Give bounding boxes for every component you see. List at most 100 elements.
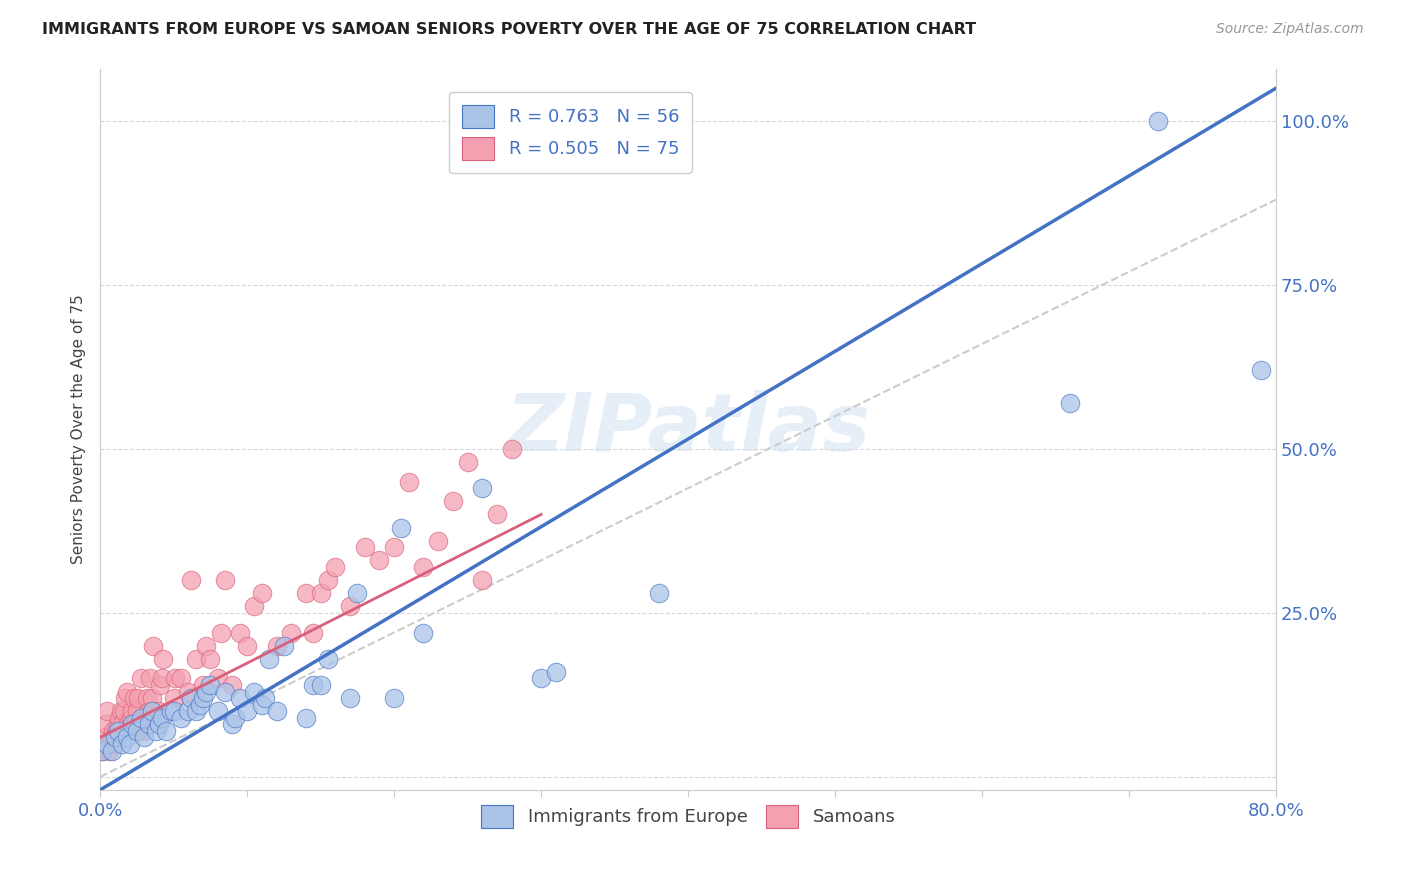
Point bbox=[485, 508, 508, 522]
Point bbox=[94, 717, 117, 731]
Point bbox=[295, 586, 318, 600]
Point bbox=[457, 455, 479, 469]
Point bbox=[200, 652, 222, 666]
Point bbox=[346, 586, 368, 600]
Point bbox=[177, 704, 200, 718]
Point bbox=[224, 711, 246, 725]
Point bbox=[368, 553, 391, 567]
Point bbox=[134, 723, 156, 738]
Point bbox=[111, 717, 134, 731]
Point bbox=[138, 704, 160, 718]
Point bbox=[471, 573, 494, 587]
Point bbox=[229, 691, 252, 706]
Legend: Immigrants from Europe, Samoans: Immigrants from Europe, Samoans bbox=[474, 797, 903, 835]
Point bbox=[135, 711, 157, 725]
Point bbox=[110, 704, 132, 718]
Point bbox=[295, 711, 318, 725]
Point bbox=[162, 691, 184, 706]
Point bbox=[112, 704, 135, 718]
Point bbox=[118, 737, 141, 751]
Point bbox=[97, 743, 120, 757]
Point bbox=[96, 704, 118, 718]
Point bbox=[266, 639, 288, 653]
Point bbox=[115, 731, 138, 745]
Point bbox=[207, 672, 229, 686]
Point bbox=[427, 533, 450, 548]
Point bbox=[207, 704, 229, 718]
Point bbox=[273, 639, 295, 653]
Point bbox=[114, 691, 136, 706]
Point bbox=[111, 737, 134, 751]
Point bbox=[128, 717, 150, 731]
Point bbox=[1059, 396, 1081, 410]
Point bbox=[129, 711, 152, 725]
Point bbox=[150, 711, 173, 725]
Point bbox=[323, 560, 346, 574]
Point bbox=[108, 711, 131, 725]
Point bbox=[191, 678, 214, 692]
Point bbox=[103, 723, 125, 738]
Point bbox=[382, 541, 405, 555]
Point bbox=[145, 723, 167, 738]
Point bbox=[121, 704, 143, 718]
Point bbox=[180, 691, 202, 706]
Point bbox=[194, 684, 217, 698]
Point bbox=[184, 652, 207, 666]
Point bbox=[471, 481, 494, 495]
Point bbox=[129, 672, 152, 686]
Point bbox=[1147, 114, 1170, 128]
Point bbox=[530, 672, 553, 686]
Point bbox=[1250, 363, 1272, 377]
Point bbox=[257, 652, 280, 666]
Point bbox=[339, 691, 361, 706]
Point bbox=[107, 717, 129, 731]
Point bbox=[91, 737, 114, 751]
Point bbox=[170, 711, 193, 725]
Point bbox=[141, 704, 163, 718]
Text: IMMIGRANTS FROM EUROPE VS SAMOAN SENIORS POVERTY OVER THE AGE OF 75 CORRELATION : IMMIGRANTS FROM EUROPE VS SAMOAN SENIORS… bbox=[42, 22, 976, 37]
Point bbox=[90, 743, 112, 757]
Point bbox=[115, 684, 138, 698]
Point bbox=[120, 711, 142, 725]
Point bbox=[236, 639, 259, 653]
Point bbox=[149, 678, 172, 692]
Point bbox=[165, 672, 187, 686]
Point bbox=[250, 586, 273, 600]
Point bbox=[105, 723, 128, 738]
Point bbox=[309, 586, 332, 600]
Point bbox=[118, 723, 141, 738]
Point bbox=[134, 731, 156, 745]
Point bbox=[501, 442, 523, 456]
Point bbox=[229, 625, 252, 640]
Point bbox=[316, 652, 339, 666]
Point bbox=[302, 625, 325, 640]
Point bbox=[339, 599, 361, 614]
Point bbox=[316, 573, 339, 587]
Point bbox=[309, 678, 332, 692]
Point bbox=[125, 723, 148, 738]
Point bbox=[139, 672, 162, 686]
Point bbox=[170, 672, 193, 686]
Point bbox=[250, 698, 273, 712]
Text: Source: ZipAtlas.com: Source: ZipAtlas.com bbox=[1216, 22, 1364, 37]
Point bbox=[136, 691, 159, 706]
Point bbox=[441, 494, 464, 508]
Point bbox=[148, 704, 170, 718]
Point bbox=[150, 672, 173, 686]
Point bbox=[122, 691, 145, 706]
Point bbox=[184, 704, 207, 718]
Point bbox=[209, 625, 232, 640]
Text: ZIPatlas: ZIPatlas bbox=[506, 390, 870, 468]
Point bbox=[162, 704, 184, 718]
Point bbox=[398, 475, 420, 489]
Point bbox=[194, 639, 217, 653]
Point bbox=[214, 684, 236, 698]
Point bbox=[141, 691, 163, 706]
Point bbox=[93, 731, 115, 745]
Point bbox=[180, 573, 202, 587]
Point bbox=[148, 717, 170, 731]
Point bbox=[412, 560, 434, 574]
Point bbox=[152, 652, 174, 666]
Point bbox=[138, 717, 160, 731]
Point bbox=[221, 717, 243, 731]
